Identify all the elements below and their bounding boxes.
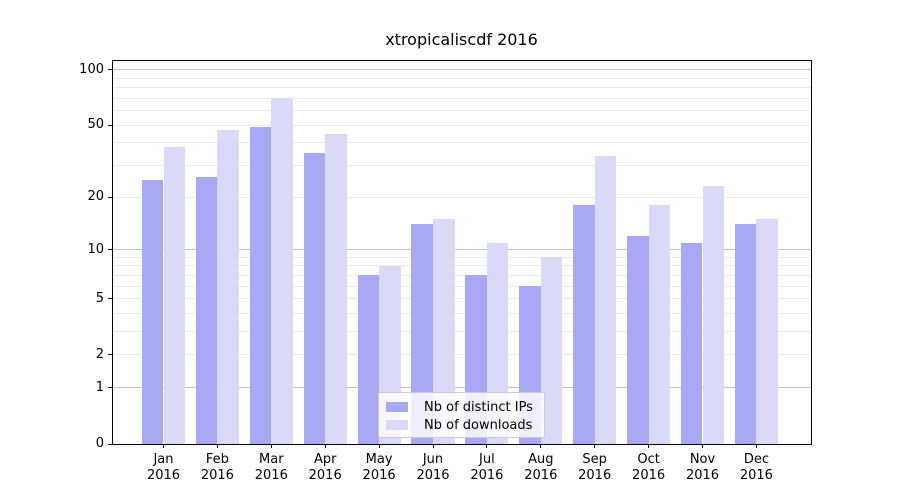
minor-gridline xyxy=(112,165,811,167)
legend-swatch-distinct-ips xyxy=(386,402,408,412)
legend-item-distinct-ips: Nb of distinct IPs xyxy=(386,399,544,415)
x-tick-mark xyxy=(216,444,218,448)
major-gridline xyxy=(112,69,811,71)
legend-swatch-downloads xyxy=(386,420,408,430)
x-tick-label-jan: Jan 2016 xyxy=(146,452,181,483)
y-tick-label: 100 xyxy=(79,61,104,77)
y-tick-label: 10 xyxy=(87,241,104,257)
minor-gridline xyxy=(112,97,811,99)
y-tick-label: 20 xyxy=(87,189,104,205)
legend-item-downloads: Nb of downloads xyxy=(386,417,544,433)
x-tick-label-sep: Sep 2016 xyxy=(578,452,612,483)
chart-title: xtropicaliscdf 2016 xyxy=(385,30,538,49)
bar-jun-downloads xyxy=(433,219,455,444)
bar-mar-downloads xyxy=(271,98,293,444)
y-tick-mark xyxy=(108,124,112,126)
bar-sep-distinct-ips xyxy=(573,205,595,444)
y-tick-mark xyxy=(108,354,112,356)
minor-gridline xyxy=(112,110,811,112)
minor-gridline xyxy=(112,274,811,276)
x-tick-mark xyxy=(702,444,703,448)
x-tick-mark xyxy=(378,444,380,448)
x-tick-label-may: May 2016 xyxy=(362,452,396,483)
y-tick-mark xyxy=(108,196,112,198)
x-tick-mark xyxy=(594,444,596,448)
minor-gridline xyxy=(112,142,811,144)
bar-oct-downloads xyxy=(648,205,671,444)
bar-feb-distinct-ips xyxy=(195,176,218,444)
bar-aug-downloads xyxy=(540,257,563,444)
bar-nov-distinct-ips xyxy=(680,242,703,444)
major-gridline xyxy=(112,249,811,251)
minor-gridline xyxy=(112,196,811,198)
y-tick-label: 1 xyxy=(95,379,104,395)
legend-label-distinct-ips: Nb of distinct IPs xyxy=(424,399,533,415)
plot-area xyxy=(112,60,811,444)
x-tick-mark xyxy=(324,444,326,448)
x-tick-mark xyxy=(270,444,272,448)
bar-dec-downloads xyxy=(756,219,778,444)
bar-feb-downloads xyxy=(217,130,239,444)
x-tick-mark xyxy=(648,444,650,448)
bar-oct-distinct-ips xyxy=(627,236,649,444)
x-tick-label-dec: Dec 2016 xyxy=(739,452,773,483)
y-tick-mark xyxy=(108,249,112,251)
bar-nov-downloads xyxy=(702,186,725,444)
y-tick-mark xyxy=(108,69,112,71)
bar-may-distinct-ips xyxy=(357,275,380,444)
legend-label-downloads: Nb of downloads xyxy=(424,417,533,433)
x-tick-label-mar: Mar 2016 xyxy=(254,452,288,483)
bar-sep-downloads xyxy=(594,155,617,444)
x-tick-label-jun: Jun 2016 xyxy=(416,452,450,483)
minor-gridline xyxy=(112,313,811,314)
y-tick-label: 5 xyxy=(95,290,104,306)
bar-apr-distinct-ips xyxy=(303,153,326,444)
y-tick-label: 0 xyxy=(95,436,104,451)
x-tick-label-apr: Apr 2016 xyxy=(308,452,342,483)
x-tick-label-aug: Aug 2016 xyxy=(524,452,558,483)
minor-gridline xyxy=(112,354,811,356)
y-tick-mark xyxy=(108,387,112,389)
x-tick-mark xyxy=(486,444,488,448)
bar-mar-distinct-ips xyxy=(249,126,272,444)
minor-gridline xyxy=(112,124,811,126)
x-tick-mark xyxy=(432,444,434,448)
minor-gridline xyxy=(112,265,811,267)
y-tick-mark xyxy=(108,443,112,445)
y-tick-mark xyxy=(108,298,112,300)
x-tick-label-nov: Nov 2016 xyxy=(685,452,720,483)
y-tick-label: 2 xyxy=(95,346,104,362)
bar-dec-distinct-ips xyxy=(734,224,757,444)
x-tick-mark xyxy=(755,444,757,448)
y-tick-label: 50 xyxy=(87,117,104,133)
bar-jan-downloads xyxy=(163,146,186,444)
x-tick-mark xyxy=(540,444,542,448)
legend: Nb of distinct IPs Nb of downloads xyxy=(378,392,545,438)
minor-gridline xyxy=(112,87,811,89)
major-gridline xyxy=(112,387,811,389)
minor-gridline xyxy=(112,77,811,79)
x-tick-label-jul: Jul 2016 xyxy=(470,452,504,483)
minor-gridline xyxy=(112,331,811,333)
bar-jun-distinct-ips xyxy=(411,224,433,444)
x-tick-label-feb: Feb 2016 xyxy=(200,452,234,483)
minor-gridline xyxy=(112,256,811,258)
bar-apr-downloads xyxy=(325,133,347,444)
x-tick-mark xyxy=(163,444,164,448)
minor-gridline xyxy=(112,298,811,300)
minor-gridline xyxy=(112,285,811,287)
bar-jan-distinct-ips xyxy=(141,179,164,444)
x-tick-label-oct: Oct 2016 xyxy=(632,452,666,483)
